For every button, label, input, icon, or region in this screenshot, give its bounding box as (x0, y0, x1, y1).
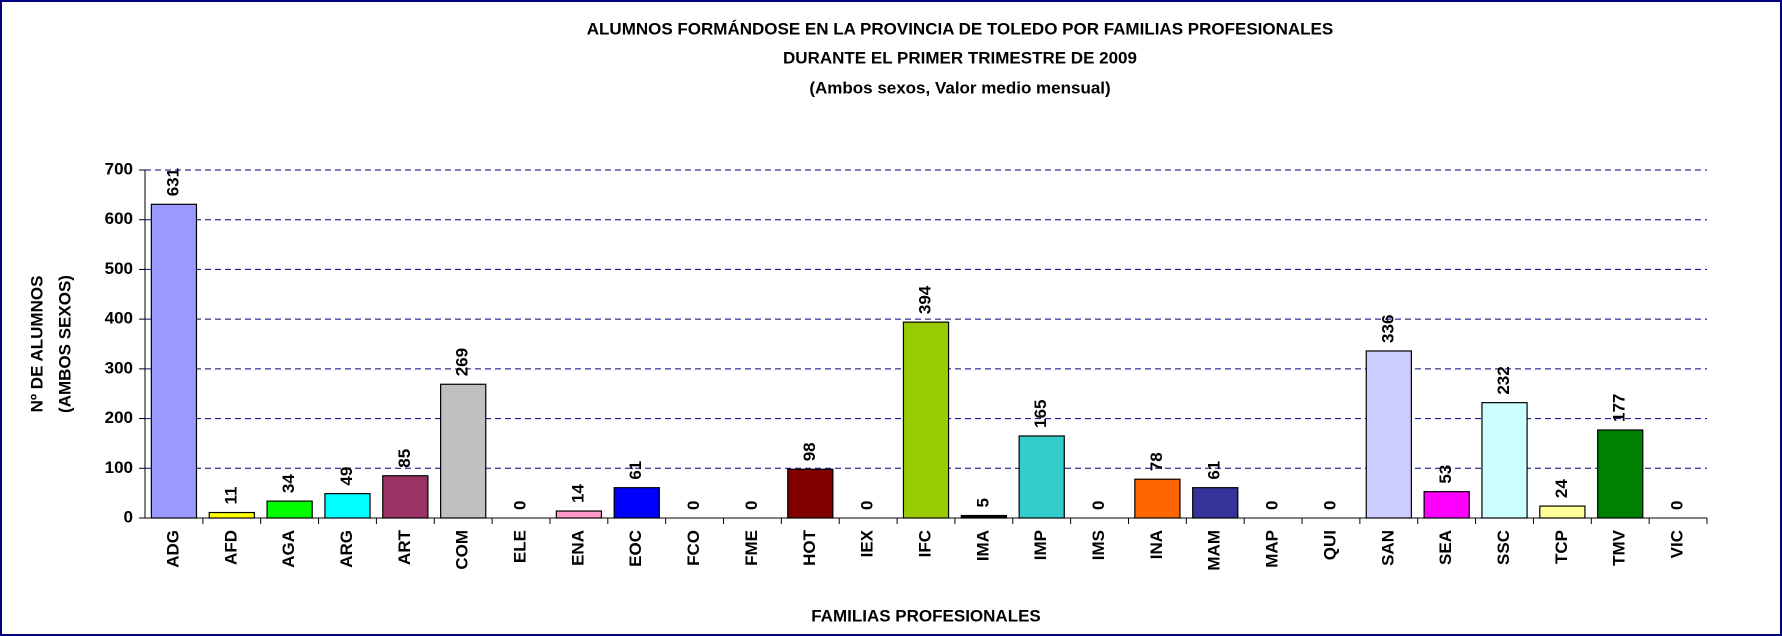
y-tick-label: 700 (105, 159, 133, 178)
x-tick-label: COM (453, 530, 472, 570)
value-label: 85 (395, 449, 414, 468)
value-label: 177 (1610, 394, 1629, 422)
x-tick-label: TCP (1552, 530, 1571, 564)
x-tick-label: SSC (1494, 530, 1513, 565)
y-axis-title: Nº DE ALUMNOS (27, 276, 46, 413)
value-label: 11 (221, 487, 240, 505)
chart-title: ALUMNOS FORMÁNDOSE EN LA PROVINCIA DE TO… (587, 19, 1333, 38)
x-tick-label: TMV (1610, 529, 1629, 566)
x-tick-label: IEX (858, 529, 877, 557)
bar (613, 487, 660, 519)
x-tick-label: SEA (1436, 530, 1455, 565)
value-label: 61 (1205, 461, 1224, 480)
x-tick-label: ARG (337, 530, 356, 568)
y-tick-label: 600 (105, 209, 133, 228)
value-label: 0 (684, 501, 703, 510)
value-label: 61 (626, 461, 645, 480)
bar (787, 468, 834, 519)
value-label: 0 (858, 501, 877, 510)
bar (902, 321, 950, 519)
x-tick-label: IMS (1089, 530, 1108, 560)
x-tick-label: MAM (1205, 530, 1224, 571)
x-tick-label: ELE (511, 530, 530, 563)
y-tick-label: 200 (105, 408, 133, 427)
x-tick-label: ENA (568, 530, 587, 566)
bar (208, 511, 255, 519)
value-label: 0 (511, 501, 530, 510)
bar (1481, 402, 1528, 519)
value-label: 0 (1263, 501, 1282, 510)
value-label: 631 (163, 168, 182, 196)
bar (960, 514, 1008, 519)
value-label: 0 (742, 501, 761, 510)
value-label: 0 (1089, 501, 1108, 510)
x-tick-label: FME (742, 530, 761, 566)
y-axis-title: (AMBOS SEXOS) (55, 275, 74, 413)
value-label: 98 (800, 442, 819, 461)
bar (266, 500, 313, 519)
y-tick-label: 0 (124, 507, 133, 526)
value-label: 394 (915, 285, 934, 314)
value-label: 49 (337, 467, 356, 486)
value-label: 336 (1378, 315, 1397, 343)
x-tick-label: VIC (1668, 530, 1687, 558)
value-label: 78 (1147, 452, 1166, 471)
x-tick-label: MAP (1263, 530, 1282, 568)
bar (1539, 505, 1586, 519)
chart-note: (Ambos sexos, Valor medio mensual) (809, 78, 1110, 97)
value-label: 165 (1031, 400, 1050, 428)
bar (1192, 487, 1239, 519)
x-tick-label: INA (1147, 530, 1166, 559)
y-tick-label: 400 (105, 309, 133, 328)
x-tick-label: IFC (915, 530, 934, 557)
value-label: 14 (568, 484, 587, 503)
bar (382, 475, 429, 519)
value-label: 232 (1494, 366, 1513, 394)
bar (1365, 350, 1412, 519)
x-tick-label: AFD (221, 530, 240, 565)
value-label: 5 (973, 498, 992, 507)
bar (1597, 429, 1644, 519)
value-label: 24 (1552, 479, 1571, 498)
x-tick-label: AGA (279, 530, 298, 568)
value-label: 34 (279, 474, 298, 493)
value-label: 269 (453, 348, 472, 376)
x-tick-label: ART (395, 529, 414, 565)
bar (440, 383, 487, 519)
chart-subtitle: DURANTE EL PRIMER TRIMESTRE DE 2009 (783, 48, 1137, 67)
value-label: 0 (1320, 501, 1339, 510)
bar (150, 203, 198, 519)
x-axis-title: FAMILIAS PROFESIONALES (811, 606, 1041, 625)
x-tick-label: ADG (163, 530, 182, 568)
x-tick-label: IMP (1031, 530, 1050, 560)
x-tick-label: IMA (973, 530, 992, 561)
x-tick-label: HOT (800, 529, 819, 566)
value-label: 53 (1436, 465, 1455, 484)
x-tick-label: SAN (1378, 530, 1397, 566)
value-label: 0 (1668, 501, 1687, 510)
bar (1134, 478, 1181, 519)
x-tick-label: QUI (1320, 530, 1339, 560)
bar (324, 493, 371, 519)
x-tick-label: EOC (626, 530, 645, 567)
bar (1423, 491, 1470, 519)
bar (555, 510, 603, 519)
y-tick-label: 500 (105, 259, 133, 278)
x-tick-label: FCO (684, 530, 703, 566)
y-tick-label: 300 (105, 358, 133, 377)
bar (1018, 435, 1065, 519)
y-tick-label: 100 (105, 458, 133, 477)
